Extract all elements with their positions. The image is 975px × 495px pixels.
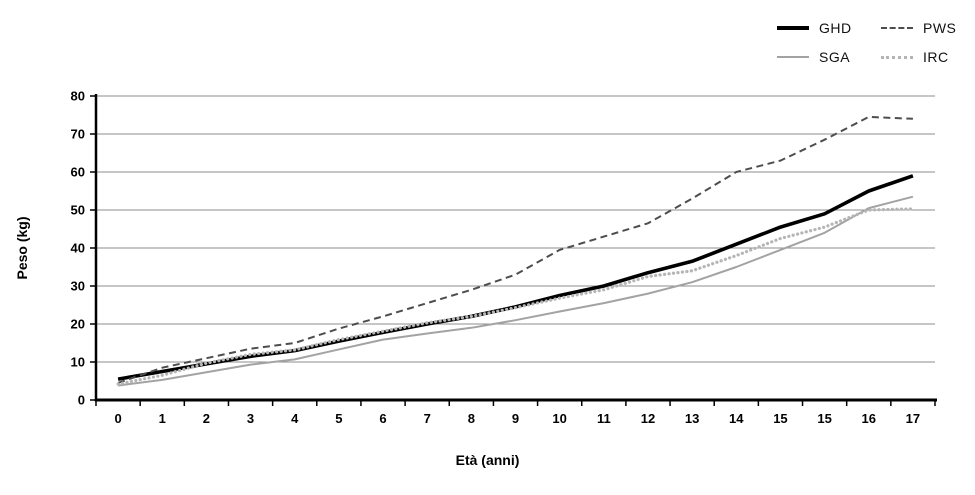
x-tick-label: 8 — [468, 411, 475, 426]
x-tick-label: 9 — [512, 411, 519, 426]
y-tick-label: 0 — [78, 393, 85, 408]
x-tick-label: 12 — [641, 411, 655, 426]
y-tick-label: 70 — [71, 127, 85, 142]
y-tick-label: 60 — [71, 165, 85, 180]
legend-label: GHD — [819, 20, 852, 36]
x-tick-label: 13 — [685, 411, 699, 426]
x-axis-title: Età (anni) — [455, 452, 520, 468]
y-tick-label: 10 — [71, 355, 85, 370]
legend-line-sample-dashed — [881, 27, 913, 29]
legend-line-sample-solid — [777, 56, 809, 58]
series-line-ghd — [117, 174, 914, 381]
x-tick-label: 14 — [729, 411, 744, 426]
x-tick-label: 6 — [379, 411, 386, 426]
x-tick-label: 7 — [424, 411, 431, 426]
y-tick-label: 40 — [71, 241, 85, 256]
x-tick-label: 15 — [773, 411, 787, 426]
x-tick-label: 5 — [335, 411, 342, 426]
x-tick-label: 1 — [159, 411, 166, 426]
x-tick-label: 0 — [114, 411, 121, 426]
x-tick-label: 2 — [203, 411, 210, 426]
legend-line-sample-dotted — [881, 55, 913, 59]
y-tick-label: 80 — [71, 89, 85, 104]
series-line-irc — [116, 207, 915, 386]
series-line-pws — [117, 115, 913, 384]
x-tick-label: 3 — [247, 411, 254, 426]
legend-item-ghd: GHD — [777, 20, 855, 36]
legend-item-pws: PWS — [881, 20, 959, 36]
y-tick-label: 50 — [71, 203, 85, 218]
y-tick-label: 20 — [71, 317, 85, 332]
x-tick-label: 11 — [597, 411, 611, 426]
series-line-sga — [117, 195, 914, 387]
legend-item-irc: IRC — [881, 49, 959, 65]
legend-label: IRC — [923, 49, 949, 65]
x-tick-label: 16 — [862, 411, 876, 426]
x-tick-label: 10 — [552, 411, 566, 426]
legend-label: SGA — [819, 49, 851, 65]
x-tick-label: 15 — [817, 411, 831, 426]
legend-item-sga: SGA — [777, 49, 855, 65]
legend-line-sample-solid — [777, 26, 809, 30]
y-axis-title: Peso (kg) — [14, 216, 30, 280]
y-tick-label: 30 — [71, 279, 85, 294]
legend-label: PWS — [923, 20, 957, 36]
chart-legend: GHD PWS SGA IRC — [777, 20, 959, 65]
x-tick-label: 17 — [906, 411, 920, 426]
x-tick-label: 4 — [291, 411, 299, 426]
